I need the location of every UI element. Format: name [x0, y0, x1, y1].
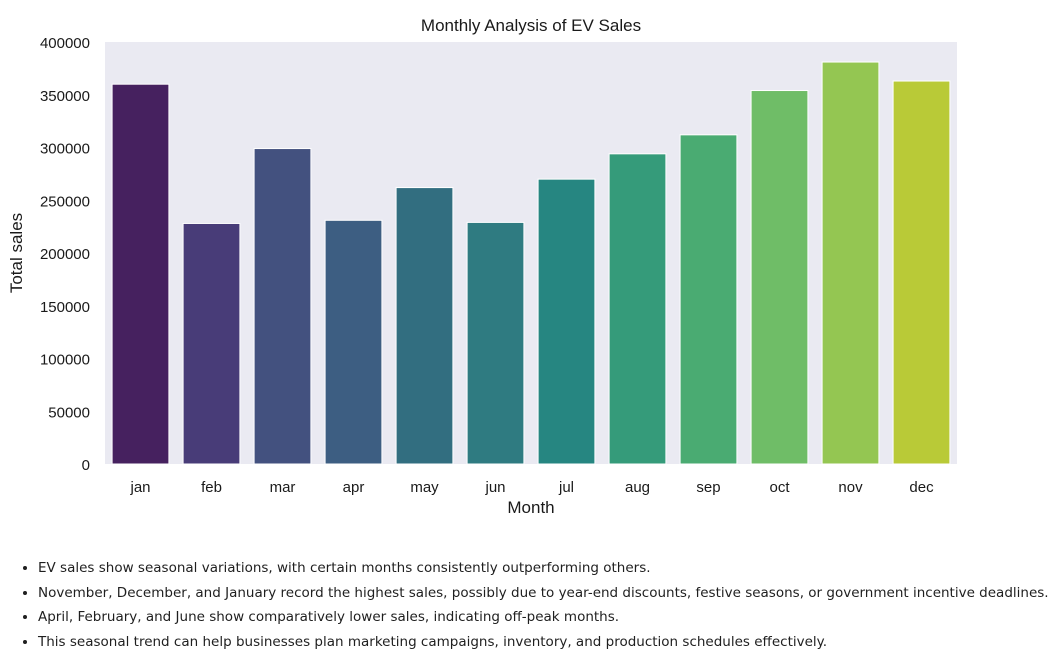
plot-area	[105, 42, 957, 464]
bars-group	[111, 61, 951, 465]
observation-item: April, February, and June show comparati…	[38, 605, 1059, 630]
x-tick-jun: jun	[484, 479, 505, 496]
bar-aug	[608, 153, 667, 465]
x-tick-feb: feb	[201, 479, 222, 496]
x-tick-dec: dec	[909, 479, 934, 496]
bar-mar	[253, 148, 312, 465]
y-tick-label: 150000	[40, 299, 90, 316]
x-tick-apr: apr	[343, 479, 365, 496]
y-tick-labels: 0 50000 100000 150000 200000 250000 300000 3500…	[40, 35, 90, 474]
x-tick-jan: jan	[129, 479, 150, 496]
bar-oct	[750, 90, 809, 465]
bar-jun	[466, 221, 525, 465]
y-tick-label: 250000	[40, 193, 90, 210]
x-tick-jul: jul	[558, 479, 574, 496]
x-tick-oct: oct	[769, 479, 790, 496]
x-axis-label: Month	[507, 498, 554, 517]
bar-sep	[679, 134, 738, 465]
x-tick-may: may	[410, 479, 439, 496]
bar-may	[395, 187, 454, 465]
x-tick-sep: sep	[696, 479, 720, 496]
y-axis-label: Total sales	[7, 213, 26, 293]
y-tick-label: 0	[82, 457, 90, 474]
chart-title: Monthly Analysis of EV Sales	[421, 16, 641, 35]
bar-jan	[111, 83, 170, 465]
y-tick-label: 400000	[40, 35, 90, 52]
bar-dec	[892, 80, 951, 465]
bar-jul	[537, 178, 596, 465]
y-tick-label: 300000	[40, 141, 90, 158]
x-tick-labels: jan feb mar apr may jun jul aug sep oct nov dec	[129, 479, 934, 496]
bar-nov	[821, 61, 880, 465]
x-tick-nov: nov	[838, 479, 863, 496]
y-tick-label: 350000	[40, 88, 90, 105]
observation-item: November, December, and January record t…	[38, 581, 1059, 606]
bar-apr	[324, 219, 383, 465]
bar-chart: 0 50000 100000 150000 200000 250000 300000 3500…	[7, 16, 957, 517]
observation-item: This seasonal trend can help businesses …	[38, 630, 1059, 655]
x-tick-aug: aug	[625, 479, 650, 496]
observations-list: EV sales show seasonal variations, with …	[16, 556, 1059, 654]
y-tick-label: 200000	[40, 246, 90, 263]
bar-feb	[182, 222, 241, 465]
x-tick-mar: mar	[270, 479, 296, 496]
observation-item: EV sales show seasonal variations, with …	[38, 556, 1059, 581]
y-tick-label: 100000	[40, 352, 90, 369]
y-tick-label: 50000	[48, 404, 90, 421]
